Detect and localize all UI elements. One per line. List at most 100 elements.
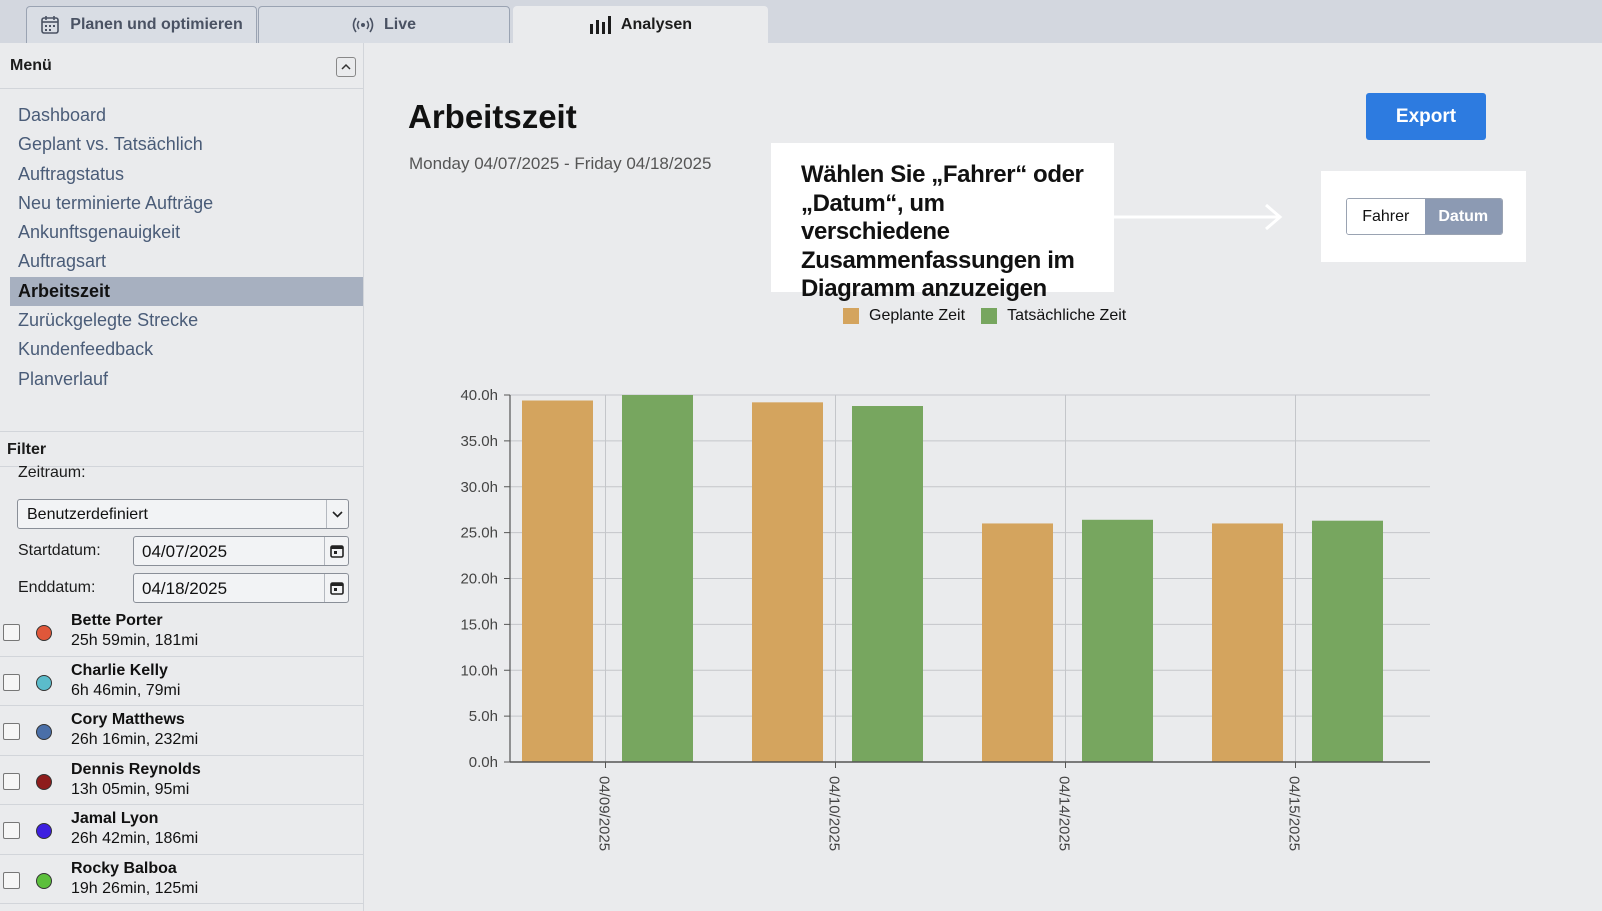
driver-name: Cory Matthews <box>71 711 185 728</box>
tab-live-label: Live <box>383 16 416 33</box>
driver-stats: 26h 16min, 232mi <box>71 731 199 748</box>
y-tick-label: 5.0h <box>469 708 498 725</box>
tooltip-callout: Wählen Sie „Fahrer“ oder „Datum“, um ver… <box>771 143 1114 302</box>
sidebar-header: Menü <box>0 43 364 89</box>
driver-row: Dennis Reynolds 13h 05min, 95mi <box>0 756 364 805</box>
menu-item-working-time[interactable]: Arbeitszeit <box>10 276 363 307</box>
y-tick-label: 0.0h <box>469 754 498 771</box>
driver-color-dot <box>36 872 52 889</box>
end-date-label: Enddatum: <box>18 579 96 596</box>
driver-list: Bette Porter 25h 59min, 181mi Charlie Ke… <box>0 607 364 904</box>
driver-name: Dennis Reynolds <box>71 760 201 778</box>
x-tick-label: 04/09/2025 <box>596 776 613 851</box>
chevron-down-icon <box>326 500 348 528</box>
x-tick-label: 04/10/2025 <box>826 776 843 851</box>
menu-item-planned-vs-actual[interactable]: Geplant vs. Tatsächlich <box>18 134 203 155</box>
driver-row: Rocky Balboa 19h 26min, 125mi <box>0 855 364 904</box>
menu-item-order-status[interactable]: Auftragstatus <box>18 163 125 184</box>
sidebar-title: Menü <box>10 57 52 74</box>
start-date-label: Startdatum: <box>18 542 101 559</box>
tab-analysen[interactable]: Analysen <box>513 6 768 43</box>
period-label: Zeitraum: <box>18 464 86 481</box>
view-toggle: Fahrer Datum <box>1346 198 1503 235</box>
menu-item-plan-history[interactable]: Planverlauf <box>18 368 109 389</box>
y-tick-label: 10.0h <box>460 662 498 679</box>
calendar-icon[interactable] <box>324 574 348 602</box>
toggle-fahrer[interactable]: Fahrer <box>1347 199 1425 234</box>
collapse-button[interactable] <box>336 57 356 77</box>
menu-item-dashboard[interactable]: Dashboard <box>18 105 107 125</box>
bar-actual <box>1312 520 1383 762</box>
driver-color-dot <box>36 773 52 790</box>
y-tick-label: 25.0h <box>460 525 498 542</box>
working-time-chart: 0.0h 5.0h 10.0h 15.0h 20.0h 25.0h 30.0h 35.0h 40… <box>460 387 1430 851</box>
broadcast-icon <box>352 17 374 33</box>
driver-row: Cory Matthews 26h 16min, 232mi <box>0 706 364 756</box>
period-select[interactable]: Benutzerdefiniert <box>17 499 349 529</box>
driver-row: Jamal Lyon 26h 42min, 186mi <box>0 805 364 855</box>
filter-title: Filter <box>7 441 47 458</box>
x-tick-label: 04/14/2025 <box>1056 776 1073 851</box>
driver-checkbox[interactable] <box>3 871 20 889</box>
toggle-datum[interactable]: Datum <box>1424 199 1502 234</box>
y-tick-label: 30.0h <box>460 479 498 496</box>
y-tick-label: 35.0h <box>460 433 498 450</box>
driver-name: Jamal Lyon <box>71 810 159 827</box>
tab-plan[interactable]: Planen und optimieren <box>26 6 257 43</box>
calendar-icon[interactable] <box>324 537 348 565</box>
tab-analysen-label: Analysen <box>620 16 693 33</box>
menu-item-arrival-accuracy[interactable]: Ankunftsgenauigkeit <box>18 222 181 243</box>
y-tick-label: 15.0h <box>460 616 498 633</box>
driver-stats: 25h 59min, 181mi <box>71 632 199 649</box>
legend-swatch-actual <box>981 308 998 324</box>
arrow-icon <box>1114 203 1283 230</box>
legend-swatch-planned <box>843 308 859 324</box>
driver-stats: 13h 05min, 95mi <box>71 780 190 798</box>
menu-item-rescheduled-orders[interactable]: Neu terminierte Aufträge <box>18 192 214 213</box>
driver-color-dot <box>36 823 52 839</box>
menu-item-customer-feedback[interactable]: Kundenfeedback <box>18 339 154 360</box>
driver-name: Bette Porter <box>71 612 163 629</box>
legend-item-actual: Tatsächliche Zeit <box>981 307 1126 325</box>
date-range-text: Monday 04/07/2025 - Friday 04/18/2025 <box>409 154 712 173</box>
bar-planned <box>752 402 823 762</box>
chart-legend: Geplante Zeit Tatsächliche Zeit <box>843 307 1126 325</box>
bar-actual <box>1082 519 1153 762</box>
menu-list: Dashboard Geplant vs. Tatsächlich Auftra… <box>10 101 363 394</box>
period-select-value: Benutzerdefiniert <box>27 506 148 523</box>
bar-planned <box>522 400 593 762</box>
end-date-input[interactable]: 04/18/2025 <box>133 573 349 603</box>
driver-row: Charlie Kelly 6h 46min, 79mi <box>0 657 364 706</box>
legend-item-planned: Geplante Zeit <box>843 307 965 325</box>
driver-color-dot <box>36 674 52 691</box>
legend-label-actual: Tatsächliche Zeit <box>1007 307 1127 324</box>
driver-stats: 26h 42min, 186mi <box>71 830 199 847</box>
driver-stats: 6h 46min, 79mi <box>71 681 181 699</box>
page-title: Arbeitszeit <box>408 98 577 135</box>
tab-live[interactable]: Live <box>258 6 510 43</box>
start-date-value: 04/07/2025 <box>142 542 228 561</box>
driver-checkbox[interactable] <box>3 673 20 691</box>
end-date-value: 04/18/2025 <box>142 579 228 598</box>
menu-item-distance[interactable]: Zurückgelegte Strecke <box>18 310 199 331</box>
bar-actual <box>852 406 923 762</box>
bar-planned <box>982 523 1053 762</box>
menu-item-order-type[interactable]: Auftragsart <box>18 251 107 272</box>
x-tick-label: 04/15/2025 <box>1286 776 1303 851</box>
chevron-up-icon <box>341 61 351 73</box>
view-toggle-card: Fahrer Datum <box>1321 171 1526 262</box>
driver-checkbox[interactable] <box>3 772 20 790</box>
driver-checkbox[interactable] <box>3 624 20 641</box>
export-button[interactable]: Export <box>1366 93 1486 140</box>
driver-row: Bette Porter 25h 59min, 181mi <box>0 607 364 657</box>
driver-stats: 19h 26min, 125mi <box>71 879 199 897</box>
start-date-input[interactable]: 04/07/2025 <box>133 536 349 566</box>
driver-color-dot <box>36 625 52 641</box>
tab-plan-label: Planen und optimieren <box>70 16 243 33</box>
filter-header: Filter <box>0 431 364 467</box>
driver-checkbox[interactable] <box>3 822 20 839</box>
bar-chart-icon <box>589 16 611 34</box>
driver-checkbox[interactable] <box>3 723 20 740</box>
bar-actual <box>622 395 693 762</box>
legend-label-planned: Geplante Zeit <box>869 307 966 324</box>
